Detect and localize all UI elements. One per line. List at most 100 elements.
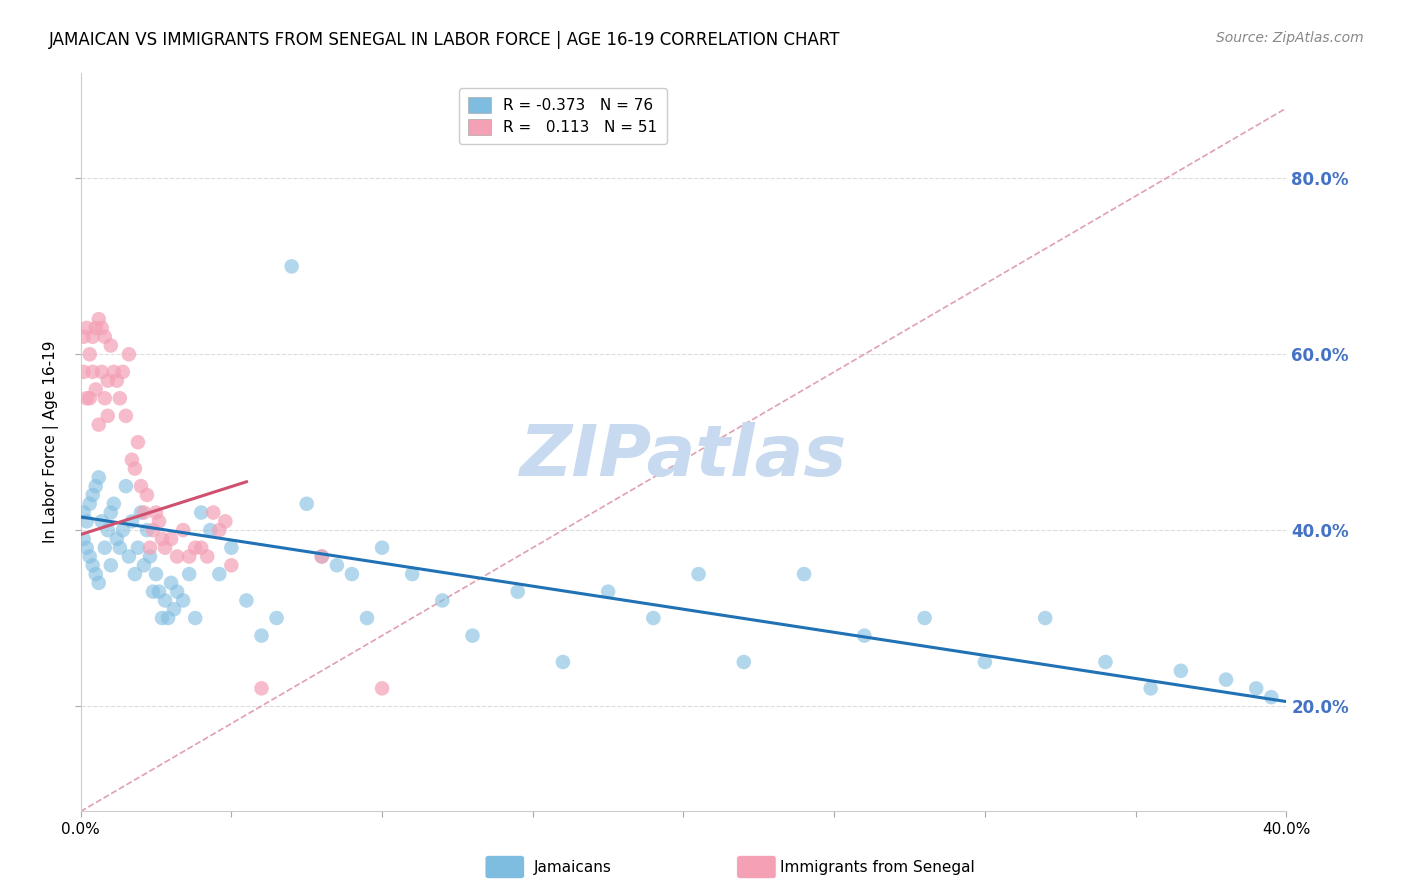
Legend: R = -0.373   N = 76, R =   0.113   N = 51: R = -0.373 N = 76, R = 0.113 N = 51 bbox=[460, 88, 666, 145]
Point bbox=[506, 584, 529, 599]
Point bbox=[914, 611, 936, 625]
Point bbox=[195, 549, 218, 564]
Point bbox=[84, 383, 107, 397]
Point bbox=[76, 391, 98, 405]
Point bbox=[733, 655, 755, 669]
Point bbox=[90, 365, 112, 379]
Point bbox=[208, 567, 231, 582]
Point bbox=[127, 435, 149, 450]
Point bbox=[1215, 673, 1237, 687]
Point bbox=[94, 541, 117, 555]
Point bbox=[97, 409, 120, 423]
Point bbox=[118, 549, 141, 564]
Point bbox=[432, 593, 454, 607]
Point bbox=[121, 452, 143, 467]
Point bbox=[129, 479, 152, 493]
Point bbox=[190, 506, 212, 520]
Point bbox=[115, 409, 138, 423]
Point bbox=[90, 514, 112, 528]
Point bbox=[179, 549, 201, 564]
Text: Jamaicans: Jamaicans bbox=[534, 860, 612, 874]
Point bbox=[148, 584, 170, 599]
Point bbox=[73, 365, 96, 379]
Point bbox=[214, 514, 236, 528]
Point bbox=[73, 506, 96, 520]
Point bbox=[139, 541, 162, 555]
Point bbox=[1033, 611, 1056, 625]
Point bbox=[326, 558, 349, 573]
Point bbox=[90, 321, 112, 335]
Point bbox=[79, 347, 101, 361]
Point bbox=[79, 549, 101, 564]
Point bbox=[142, 584, 165, 599]
Point bbox=[190, 541, 212, 555]
Point bbox=[401, 567, 423, 582]
Point bbox=[118, 347, 141, 361]
Point bbox=[73, 532, 96, 546]
Point bbox=[82, 365, 104, 379]
Point bbox=[127, 541, 149, 555]
Point bbox=[266, 611, 288, 625]
Point bbox=[132, 506, 155, 520]
Point bbox=[150, 611, 173, 625]
Point bbox=[551, 655, 574, 669]
Point bbox=[124, 461, 146, 475]
Point bbox=[235, 593, 257, 607]
Point bbox=[79, 497, 101, 511]
Point bbox=[103, 365, 125, 379]
Point bbox=[184, 611, 207, 625]
Point bbox=[105, 374, 128, 388]
Y-axis label: In Labor Force | Age 16-19: In Labor Force | Age 16-19 bbox=[44, 341, 59, 543]
Point bbox=[153, 541, 176, 555]
Point bbox=[142, 523, 165, 537]
Point bbox=[221, 541, 243, 555]
Point bbox=[974, 655, 997, 669]
Point bbox=[166, 584, 188, 599]
Point bbox=[103, 497, 125, 511]
Point bbox=[84, 479, 107, 493]
Point bbox=[160, 532, 183, 546]
Point bbox=[340, 567, 363, 582]
Point bbox=[853, 629, 876, 643]
Point bbox=[82, 329, 104, 343]
Point bbox=[166, 549, 188, 564]
Point bbox=[250, 629, 273, 643]
Point bbox=[202, 506, 225, 520]
Point bbox=[82, 488, 104, 502]
Point bbox=[111, 365, 134, 379]
Point bbox=[145, 506, 167, 520]
Point bbox=[108, 391, 131, 405]
Point bbox=[124, 567, 146, 582]
Point bbox=[129, 506, 152, 520]
Point bbox=[97, 374, 120, 388]
Point bbox=[150, 532, 173, 546]
Point bbox=[84, 567, 107, 582]
Point bbox=[87, 417, 110, 432]
Point bbox=[163, 602, 186, 616]
Point bbox=[73, 329, 96, 343]
Point bbox=[179, 567, 201, 582]
Point bbox=[136, 488, 159, 502]
Point bbox=[76, 321, 98, 335]
Point bbox=[688, 567, 710, 582]
Point bbox=[108, 541, 131, 555]
Point bbox=[200, 523, 222, 537]
Point bbox=[148, 514, 170, 528]
Point bbox=[250, 681, 273, 696]
Point bbox=[371, 541, 394, 555]
Point bbox=[132, 558, 155, 573]
Point bbox=[87, 470, 110, 484]
Point bbox=[1170, 664, 1192, 678]
Text: Immigrants from Senegal: Immigrants from Senegal bbox=[780, 860, 976, 874]
Point bbox=[160, 575, 183, 590]
Point bbox=[311, 549, 333, 564]
Point bbox=[208, 523, 231, 537]
Point bbox=[84, 321, 107, 335]
Point bbox=[371, 681, 394, 696]
Point bbox=[793, 567, 815, 582]
Point bbox=[97, 523, 120, 537]
Point bbox=[115, 479, 138, 493]
Point bbox=[100, 338, 122, 352]
Point bbox=[94, 391, 117, 405]
Point bbox=[111, 523, 134, 537]
